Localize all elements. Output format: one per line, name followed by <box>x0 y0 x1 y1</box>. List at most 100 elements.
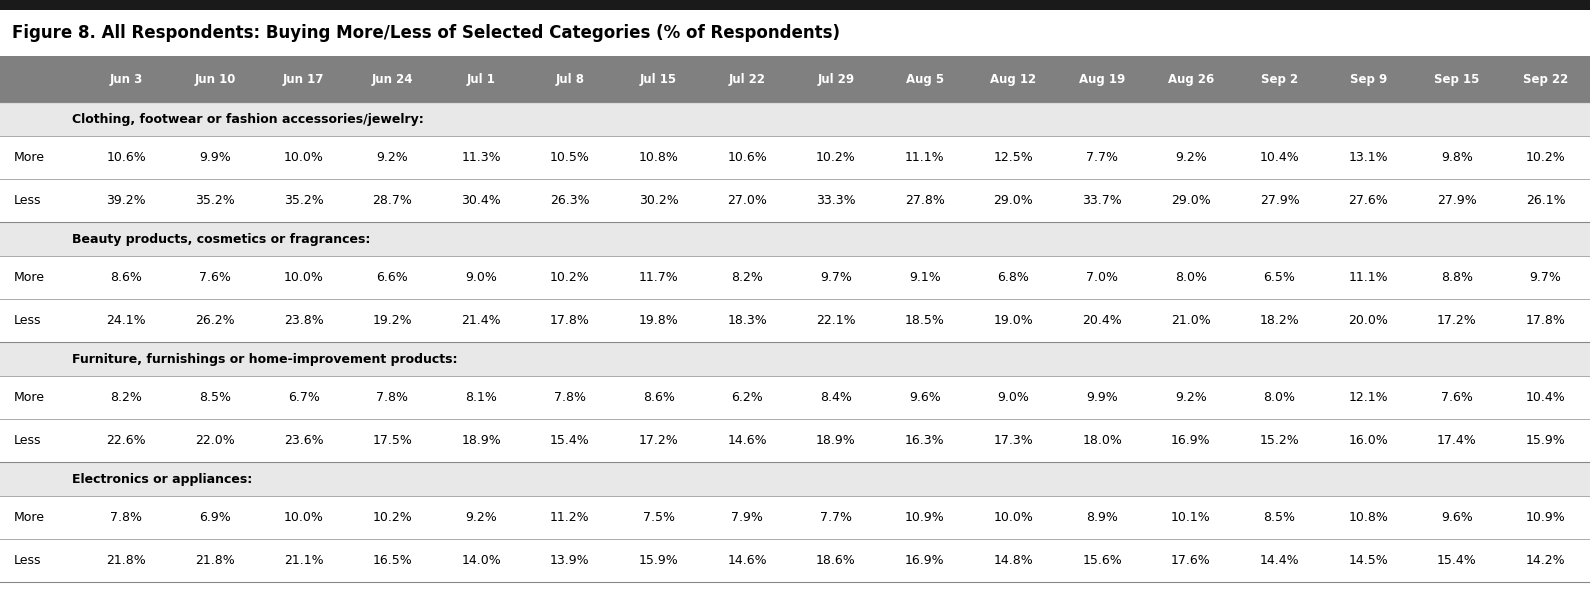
Text: 26.3%: 26.3% <box>550 194 590 207</box>
Bar <box>0 462 1590 496</box>
Bar <box>0 299 1590 342</box>
Text: 16.9%: 16.9% <box>905 554 944 567</box>
Text: Furniture, furnishings or home-improvement products:: Furniture, furnishings or home-improveme… <box>72 352 458 365</box>
Text: Jul 1: Jul 1 <box>467 73 496 85</box>
Text: 10.8%: 10.8% <box>1348 511 1388 524</box>
Text: 12.5%: 12.5% <box>994 151 1034 164</box>
Text: 9.6%: 9.6% <box>909 391 941 404</box>
Text: 27.9%: 27.9% <box>1259 194 1299 207</box>
Text: 8.9%: 8.9% <box>1086 511 1118 524</box>
Bar <box>0 10 1590 56</box>
Text: Beauty products, cosmetics or fragrances:: Beauty products, cosmetics or fragrances… <box>72 232 370 245</box>
Text: 21.1%: 21.1% <box>285 554 324 567</box>
Text: 16.3%: 16.3% <box>905 434 944 447</box>
Text: Aug 12: Aug 12 <box>991 73 1037 85</box>
Text: Less: Less <box>14 314 41 327</box>
Text: 7.8%: 7.8% <box>110 511 143 524</box>
Text: 21.8%: 21.8% <box>107 554 146 567</box>
Text: 17.6%: 17.6% <box>1170 554 1210 567</box>
Text: 8.6%: 8.6% <box>642 391 674 404</box>
Text: 18.9%: 18.9% <box>816 434 855 447</box>
Text: 27.0%: 27.0% <box>727 194 768 207</box>
Bar <box>0 496 1590 539</box>
Text: 16.0%: 16.0% <box>1348 434 1388 447</box>
Text: 9.2%: 9.2% <box>377 151 409 164</box>
Text: 10.2%: 10.2% <box>550 271 590 284</box>
Text: 7.7%: 7.7% <box>1086 151 1118 164</box>
Text: 10.0%: 10.0% <box>285 271 324 284</box>
Text: 8.0%: 8.0% <box>1264 391 1296 404</box>
Text: 7.6%: 7.6% <box>1441 391 1472 404</box>
Text: Sep 9: Sep 9 <box>1350 73 1386 85</box>
Text: 15.4%: 15.4% <box>1437 554 1477 567</box>
Bar <box>0 0 1590 10</box>
Text: Sep 22: Sep 22 <box>1523 73 1568 85</box>
Text: 11.1%: 11.1% <box>905 151 944 164</box>
Text: 9.0%: 9.0% <box>466 271 498 284</box>
Text: Jul 22: Jul 22 <box>728 73 766 85</box>
Text: Less: Less <box>14 554 41 567</box>
Text: Jun 10: Jun 10 <box>194 73 235 85</box>
Text: 9.0%: 9.0% <box>997 391 1029 404</box>
Text: 6.7%: 6.7% <box>288 391 320 404</box>
Text: 14.5%: 14.5% <box>1348 554 1388 567</box>
Text: 10.6%: 10.6% <box>727 151 766 164</box>
Text: 9.2%: 9.2% <box>466 511 498 524</box>
Text: 7.8%: 7.8% <box>553 391 585 404</box>
Text: 9.6%: 9.6% <box>1441 511 1472 524</box>
Text: 12.1%: 12.1% <box>1348 391 1388 404</box>
Text: 8.5%: 8.5% <box>1264 511 1296 524</box>
Text: 18.9%: 18.9% <box>461 434 501 447</box>
Text: 15.9%: 15.9% <box>639 554 679 567</box>
Text: 33.3%: 33.3% <box>816 194 855 207</box>
Text: 16.9%: 16.9% <box>1170 434 1210 447</box>
Text: 19.8%: 19.8% <box>639 314 679 327</box>
Text: 17.8%: 17.8% <box>550 314 590 327</box>
Text: 18.3%: 18.3% <box>727 314 766 327</box>
Text: 33.7%: 33.7% <box>1083 194 1123 207</box>
Text: 39.2%: 39.2% <box>107 194 146 207</box>
Text: 17.3%: 17.3% <box>994 434 1034 447</box>
Bar <box>0 376 1590 419</box>
Text: 9.9%: 9.9% <box>1086 391 1118 404</box>
Text: 8.6%: 8.6% <box>110 271 142 284</box>
Text: 17.5%: 17.5% <box>372 434 412 447</box>
Text: 9.7%: 9.7% <box>820 271 852 284</box>
Text: 10.5%: 10.5% <box>550 151 590 164</box>
Text: 8.8%: 8.8% <box>1441 271 1472 284</box>
Bar <box>0 102 1590 136</box>
Text: More: More <box>14 391 45 404</box>
Text: 8.2%: 8.2% <box>731 271 763 284</box>
Text: 9.9%: 9.9% <box>199 151 231 164</box>
Text: 6.6%: 6.6% <box>377 271 409 284</box>
Text: 15.6%: 15.6% <box>1083 554 1123 567</box>
Text: 27.9%: 27.9% <box>1437 194 1477 207</box>
Text: 7.8%: 7.8% <box>377 391 409 404</box>
Text: 17.2%: 17.2% <box>1437 314 1477 327</box>
Text: 16.5%: 16.5% <box>372 554 412 567</box>
Text: 10.1%: 10.1% <box>1170 511 1210 524</box>
Text: 7.5%: 7.5% <box>642 511 674 524</box>
Text: 8.4%: 8.4% <box>820 391 852 404</box>
Text: 10.9%: 10.9% <box>905 511 944 524</box>
Text: 6.5%: 6.5% <box>1264 271 1296 284</box>
Text: 7.6%: 7.6% <box>199 271 231 284</box>
Text: 22.6%: 22.6% <box>107 434 146 447</box>
Text: 35.2%: 35.2% <box>285 194 324 207</box>
Text: 35.2%: 35.2% <box>196 194 235 207</box>
Text: 11.1%: 11.1% <box>1348 271 1388 284</box>
Text: 19.2%: 19.2% <box>372 314 412 327</box>
Text: 22.0%: 22.0% <box>196 434 235 447</box>
Text: 14.4%: 14.4% <box>1259 554 1299 567</box>
Bar <box>0 136 1590 179</box>
Text: 28.7%: 28.7% <box>372 194 412 207</box>
Text: 9.7%: 9.7% <box>1530 271 1561 284</box>
Text: 20.0%: 20.0% <box>1348 314 1388 327</box>
Text: 14.8%: 14.8% <box>994 554 1034 567</box>
Text: 10.8%: 10.8% <box>639 151 679 164</box>
Text: Jul 8: Jul 8 <box>555 73 585 85</box>
Text: Figure 8. All Respondents: Buying More/Less of Selected Categories (% of Respond: Figure 8. All Respondents: Buying More/L… <box>13 24 840 42</box>
Text: Aug 19: Aug 19 <box>1080 73 1126 85</box>
Text: 30.4%: 30.4% <box>461 194 501 207</box>
Text: More: More <box>14 151 45 164</box>
